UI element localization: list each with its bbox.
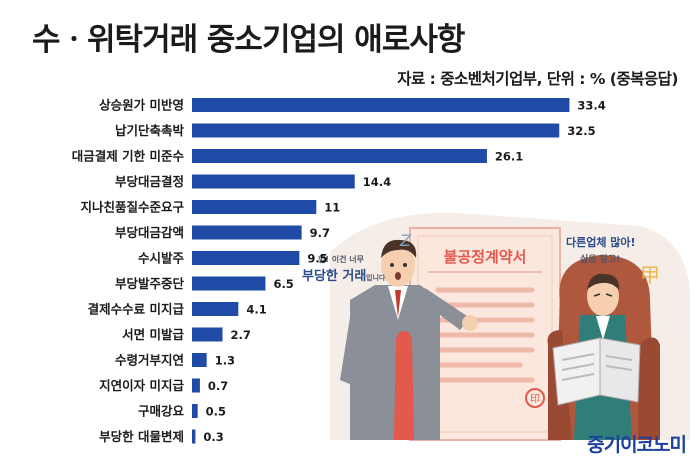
category-label: 수시발주	[138, 251, 185, 266]
category-label: 지나친품질수준요구	[80, 200, 184, 215]
category-label: 부당대금감액	[115, 225, 184, 240]
bar	[192, 378, 200, 393]
contract-title: 불공정계약서	[444, 248, 527, 266]
bar	[192, 200, 317, 214]
value-label: 2.7	[231, 328, 251, 342]
category-label: 납기단축촉박	[115, 123, 185, 138]
value-label: 9.5	[307, 252, 327, 266]
chart-title: 수ㆍ위탁거래 중소기업의 애로사항	[32, 22, 465, 58]
bar	[192, 225, 302, 240]
businessman-in-chair	[547, 255, 660, 440]
bar	[192, 149, 487, 163]
value-label: 14.4	[363, 175, 391, 189]
speech-left-small: 헐! 이건 너무	[318, 254, 365, 264]
value-label: 6.5	[273, 277, 293, 291]
value-label: 33.4	[577, 99, 605, 113]
speech-right-line2: 싫음 말고!	[580, 253, 620, 265]
flag-glyph: 甲	[640, 263, 660, 287]
value-label: 0.3	[203, 430, 223, 444]
bar	[192, 404, 198, 418]
category-label: 부당발주중단	[115, 276, 185, 291]
bar	[192, 123, 560, 138]
zz-glyph: Z	[399, 231, 412, 250]
stamp-icon	[525, 388, 545, 408]
category-label: 서면 미발급	[122, 327, 184, 342]
value-label: 4.1	[246, 303, 266, 317]
bar	[192, 327, 223, 342]
brand-logo-text: 중기이코노미	[587, 434, 687, 456]
value-label: 0.7	[208, 379, 228, 393]
shocked-businessman	[340, 239, 478, 440]
bar	[192, 98, 570, 112]
bar	[192, 276, 266, 291]
category-label: 수령거부지연	[115, 353, 184, 368]
chart-source: 자료 : 중소벤처기업부, 단위 : % (중복응답)	[397, 70, 678, 88]
category-label: 부당한 대물변제	[99, 429, 184, 444]
value-label: 32.5	[567, 124, 595, 138]
category-label: 대금결제 기한 미준수	[72, 149, 185, 164]
bar	[192, 429, 196, 444]
category-label: 결제수수료 미지급	[88, 302, 185, 317]
speech-left-main: 부당한 거래	[302, 268, 366, 284]
value-label: 9.7	[310, 226, 330, 240]
category-label: 부당대금결정	[115, 174, 184, 189]
value-label: 11	[324, 201, 340, 215]
value-label: 0.5	[206, 405, 226, 419]
value-label: 26.1	[495, 150, 523, 164]
speech-left-end: 입니다	[366, 273, 386, 282]
bar	[192, 302, 239, 316]
speech-right-line1: 다른업체 많아!	[566, 235, 636, 249]
category-label: 상승원가 미반영	[99, 98, 184, 113]
category-label: 구매강요	[138, 404, 185, 419]
bar	[192, 174, 355, 189]
value-label: 1.3	[215, 354, 235, 368]
bar	[192, 251, 300, 265]
category-label: 지연이자 미지급	[99, 378, 184, 393]
bar	[192, 353, 207, 367]
stamp-glyph: 印	[530, 393, 540, 405]
